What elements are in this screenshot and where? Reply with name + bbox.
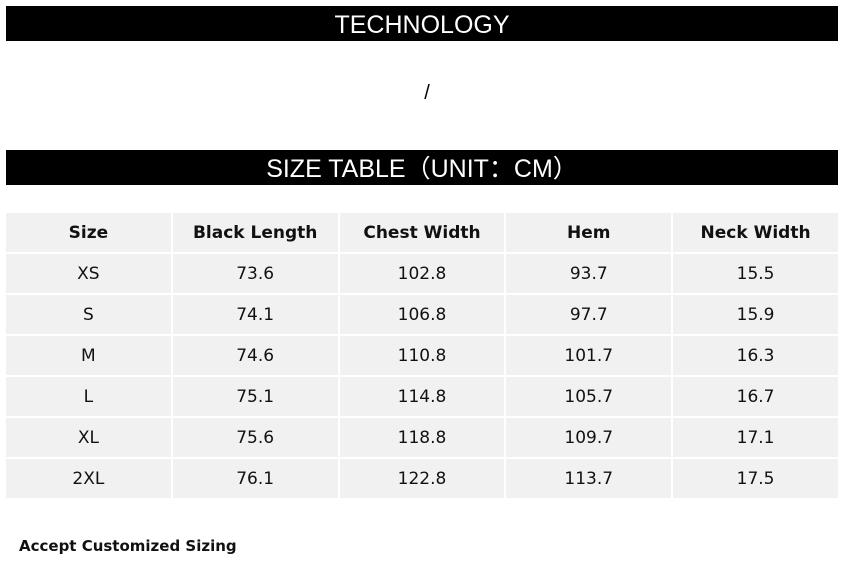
table-head: Size Black Length Chest Width Hem Neck Width bbox=[6, 213, 838, 252]
header-cell: Size bbox=[6, 213, 171, 252]
table-cell: 118.8 bbox=[339, 418, 505, 457]
table-cell: 101.7 bbox=[506, 336, 672, 375]
table-cell: 105.7 bbox=[506, 377, 672, 416]
table-cell: L bbox=[6, 377, 171, 416]
table-cell: 16.3 bbox=[673, 336, 838, 375]
table-cell: 74.6 bbox=[172, 336, 338, 375]
table-row: XL 75.6 118.8 109.7 17.1 bbox=[6, 418, 838, 457]
table-cell: 109.7 bbox=[506, 418, 672, 457]
table-cell: 15.9 bbox=[673, 295, 838, 334]
table-row: XS 73.6 102.8 93.7 15.5 bbox=[6, 254, 838, 293]
table-cell: 106.8 bbox=[339, 295, 505, 334]
table-cell: 93.7 bbox=[506, 254, 672, 293]
table-cell: 114.8 bbox=[339, 377, 505, 416]
table-cell: 17.5 bbox=[673, 459, 838, 498]
table-body: XS 73.6 102.8 93.7 15.5 S 74.1 106.8 97.7 15.9 M 74… bbox=[6, 254, 838, 498]
table-row: 2XL 76.1 122.8 113.7 17.5 bbox=[6, 459, 838, 498]
table-row: L 75.1 114.8 105.7 16.7 bbox=[6, 377, 838, 416]
table-row: M 74.6 110.8 101.7 16.3 bbox=[6, 336, 838, 375]
table-cell: 75.1 bbox=[172, 377, 338, 416]
header-cell: Chest Width bbox=[339, 213, 505, 252]
table-cell: S bbox=[6, 295, 171, 334]
table-cell: 113.7 bbox=[506, 459, 672, 498]
table-cell: 15.5 bbox=[673, 254, 838, 293]
size-table: Size Black Length Chest Width Hem Neck Width… bbox=[4, 211, 840, 500]
table-row: S 74.1 106.8 97.7 15.9 bbox=[6, 295, 838, 334]
table-cell: 102.8 bbox=[339, 254, 505, 293]
table-cell: 17.1 bbox=[673, 418, 838, 457]
header-row: Size Black Length Chest Width Hem Neck Width bbox=[6, 213, 838, 252]
table-cell: 16.7 bbox=[673, 377, 838, 416]
section-banner: SIZE TABLE（UNIT：CM） bbox=[6, 150, 838, 185]
header-cell: Neck Width bbox=[673, 213, 838, 252]
table-cell: 75.6 bbox=[172, 418, 338, 457]
table-cell: 110.8 bbox=[339, 336, 505, 375]
table-cell: 122.8 bbox=[339, 459, 505, 498]
footer-note: Accept Customized Sizing bbox=[19, 537, 237, 555]
header-cell: Black Length bbox=[172, 213, 338, 252]
table-cell: XS bbox=[6, 254, 171, 293]
table-cell: 97.7 bbox=[506, 295, 672, 334]
separator: / bbox=[424, 82, 430, 104]
table-cell: XL bbox=[6, 418, 171, 457]
table-cell: 73.6 bbox=[172, 254, 338, 293]
section-banner: TECHNOLOGY bbox=[6, 6, 838, 41]
header-cell: Hem bbox=[506, 213, 672, 252]
table-cell: 76.1 bbox=[172, 459, 338, 498]
table-cell: M bbox=[6, 336, 171, 375]
table-cell: 2XL bbox=[6, 459, 171, 498]
table-cell: 74.1 bbox=[172, 295, 338, 334]
